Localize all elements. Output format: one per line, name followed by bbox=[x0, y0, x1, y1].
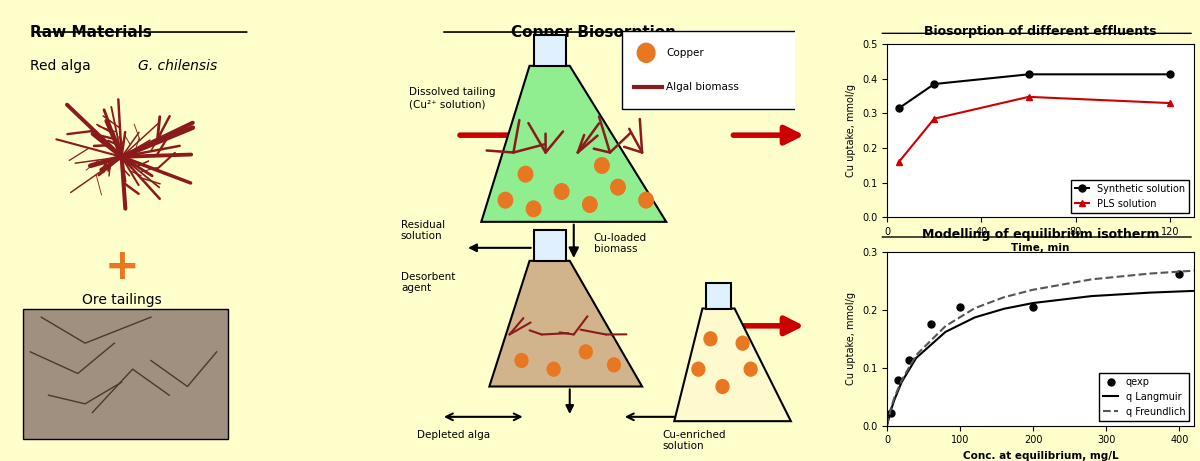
PLS solution bbox=[1163, 100, 1177, 106]
PLS solution bbox=[928, 116, 942, 121]
PLS solution bbox=[1021, 94, 1036, 100]
Circle shape bbox=[547, 362, 560, 376]
q Langmuir bbox=[938, 329, 953, 335]
q Langmuir bbox=[1142, 290, 1157, 296]
Text: Residual
solution: Residual solution bbox=[401, 220, 445, 241]
Circle shape bbox=[692, 362, 704, 376]
FancyBboxPatch shape bbox=[23, 308, 228, 438]
Synthetic solution bbox=[892, 106, 906, 111]
Line: q Langmuir: q Langmuir bbox=[887, 291, 1194, 426]
qexp bbox=[890, 378, 905, 383]
Text: Copper Biosorption: Copper Biosorption bbox=[511, 25, 677, 40]
Line: Synthetic solution: Synthetic solution bbox=[895, 71, 1174, 112]
Polygon shape bbox=[490, 261, 642, 386]
Circle shape bbox=[744, 362, 757, 376]
Circle shape bbox=[716, 379, 728, 393]
q Langmuir bbox=[967, 315, 982, 320]
q Langmuir bbox=[1085, 293, 1099, 299]
FancyBboxPatch shape bbox=[622, 31, 799, 109]
Text: Raw Materials: Raw Materials bbox=[30, 25, 152, 40]
qexp bbox=[1026, 304, 1040, 310]
Text: Modelling of equilibrium isotherm: Modelling of equilibrium isotherm bbox=[922, 228, 1159, 241]
q Langmuir bbox=[883, 408, 898, 414]
q Freundlich bbox=[938, 323, 953, 329]
Circle shape bbox=[595, 158, 610, 173]
Circle shape bbox=[515, 354, 528, 367]
q Langmuir bbox=[997, 306, 1012, 312]
Polygon shape bbox=[707, 283, 731, 308]
Circle shape bbox=[704, 332, 716, 346]
Text: Desorbent
agent: Desorbent agent bbox=[401, 272, 455, 293]
Legend: qexp, q Langmuir, q Freundlich: qexp, q Langmuir, q Freundlich bbox=[1099, 373, 1189, 420]
Y-axis label: Cu uptake, mmol/g: Cu uptake, mmol/g bbox=[846, 84, 857, 177]
Line: PLS solution: PLS solution bbox=[895, 94, 1174, 165]
q Langmuir bbox=[1187, 288, 1200, 294]
Text: Biosorption of different effluents: Biosorption of different effluents bbox=[924, 25, 1157, 38]
Circle shape bbox=[607, 358, 620, 372]
Circle shape bbox=[611, 179, 625, 195]
Circle shape bbox=[554, 183, 569, 199]
Synthetic solution bbox=[928, 81, 942, 87]
Polygon shape bbox=[534, 230, 565, 261]
X-axis label: Conc. at equilibrium, mg/L: Conc. at equilibrium, mg/L bbox=[962, 451, 1118, 461]
Circle shape bbox=[637, 43, 655, 62]
q Freundlich bbox=[910, 352, 924, 358]
q Freundlich bbox=[967, 306, 982, 311]
Circle shape bbox=[498, 192, 512, 208]
q Freundlich bbox=[1085, 277, 1099, 282]
Text: Cu-loaded
biomass: Cu-loaded biomass bbox=[594, 233, 647, 254]
PLS solution bbox=[892, 159, 906, 165]
q Langmuir bbox=[894, 379, 908, 385]
qexp bbox=[901, 357, 916, 363]
Polygon shape bbox=[481, 66, 666, 222]
q Freundlich bbox=[1026, 287, 1040, 292]
Line: q Freundlich: q Freundlich bbox=[887, 271, 1194, 426]
Polygon shape bbox=[674, 308, 791, 421]
Text: Copper: Copper bbox=[666, 48, 704, 58]
q Freundlich bbox=[883, 407, 898, 412]
Y-axis label: Cu uptake, mmol/g: Cu uptake, mmol/g bbox=[846, 292, 857, 385]
q Freundlich bbox=[1187, 268, 1200, 273]
qexp bbox=[1172, 271, 1187, 276]
q Langmuir bbox=[1026, 300, 1040, 306]
Circle shape bbox=[518, 166, 533, 182]
Circle shape bbox=[736, 336, 749, 350]
Text: Red alga: Red alga bbox=[30, 59, 95, 73]
Circle shape bbox=[638, 192, 653, 208]
Polygon shape bbox=[534, 35, 565, 66]
Text: Dissolved tailing
(Cu²⁺ solution): Dissolved tailing (Cu²⁺ solution) bbox=[409, 88, 496, 109]
Synthetic solution bbox=[1021, 71, 1036, 77]
Circle shape bbox=[583, 197, 598, 213]
Text: Algal biomass: Algal biomass bbox=[666, 83, 739, 93]
qexp bbox=[924, 322, 938, 327]
q Freundlich bbox=[894, 378, 908, 383]
Text: Depleted alga: Depleted alga bbox=[416, 430, 490, 440]
Text: +: + bbox=[104, 246, 139, 288]
Circle shape bbox=[580, 345, 593, 359]
Circle shape bbox=[527, 201, 541, 217]
qexp bbox=[883, 410, 898, 415]
q Langmuir bbox=[880, 423, 894, 428]
q Langmuir bbox=[887, 397, 901, 403]
Line: qexp: qexp bbox=[887, 270, 1183, 416]
Text: Cu-enriched
solution: Cu-enriched solution bbox=[662, 430, 726, 451]
Text: Ore tailings: Ore tailings bbox=[82, 293, 162, 307]
Text: G. chilensis: G. chilensis bbox=[138, 59, 217, 73]
q Freundlich bbox=[997, 295, 1012, 300]
q Freundlich bbox=[880, 423, 894, 428]
q Langmuir bbox=[910, 355, 924, 361]
Legend: Synthetic solution, PLS solution: Synthetic solution, PLS solution bbox=[1070, 180, 1189, 213]
X-axis label: Time, min: Time, min bbox=[1012, 243, 1069, 253]
q Freundlich bbox=[1142, 271, 1157, 276]
Synthetic solution bbox=[1163, 71, 1177, 77]
q Freundlich bbox=[887, 395, 901, 401]
qexp bbox=[953, 304, 967, 310]
